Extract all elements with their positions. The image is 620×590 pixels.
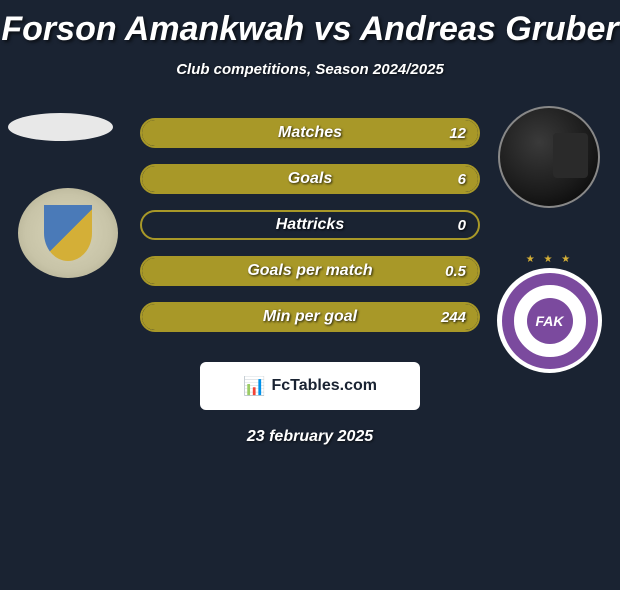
stat-row: Goals per match0.5 bbox=[140, 256, 480, 286]
stat-label: Min per goal bbox=[142, 308, 478, 326]
stat-label: Matches bbox=[142, 124, 478, 142]
player-left-avatar bbox=[8, 113, 113, 141]
stat-rows: Matches12 Goals6 Hattricks0 Goals per match… bbox=[140, 118, 480, 332]
stat-value-right: 6 bbox=[458, 171, 466, 188]
club-badge-right-center: FAK bbox=[527, 298, 573, 344]
stat-row: Min per goal244 bbox=[140, 302, 480, 332]
stat-row: Matches12 bbox=[140, 118, 480, 148]
stat-row: Hattricks0 bbox=[140, 210, 480, 240]
stat-label: Goals per match bbox=[142, 262, 478, 280]
club-badge-left-shield bbox=[44, 205, 92, 261]
stat-label: Hattricks bbox=[142, 216, 478, 234]
footer-brand-logo: 📊 FcTables.com bbox=[200, 362, 420, 410]
stars-icon: ★ ★ ★ bbox=[497, 254, 602, 265]
stat-value-right: 0.5 bbox=[445, 263, 466, 280]
footer-brand-text: FcTables.com bbox=[271, 377, 377, 395]
chart-icon: 📊 bbox=[243, 376, 265, 397]
club-badge-right-ring: FAK bbox=[502, 273, 598, 369]
stat-value-right: 12 bbox=[449, 125, 466, 142]
stat-label: Goals bbox=[142, 170, 478, 188]
club-badge-right: ★ ★ ★ FAK bbox=[497, 268, 602, 373]
player-right-avatar bbox=[498, 106, 600, 208]
stat-value-right: 244 bbox=[441, 309, 466, 326]
comparison-subtitle: Club competitions, Season 2024/2025 bbox=[0, 61, 620, 78]
stats-area: ★ ★ ★ FAK Matches12Goals6Hattricks0Goals… bbox=[0, 118, 620, 332]
footer-date: 23 february 2025 bbox=[0, 428, 620, 446]
stat-row: Goals6 bbox=[140, 164, 480, 194]
club-badge-left bbox=[18, 188, 118, 278]
comparison-title: Forson Amankwah vs Andreas Gruber bbox=[0, 10, 620, 49]
stat-value-right: 0 bbox=[458, 217, 466, 234]
